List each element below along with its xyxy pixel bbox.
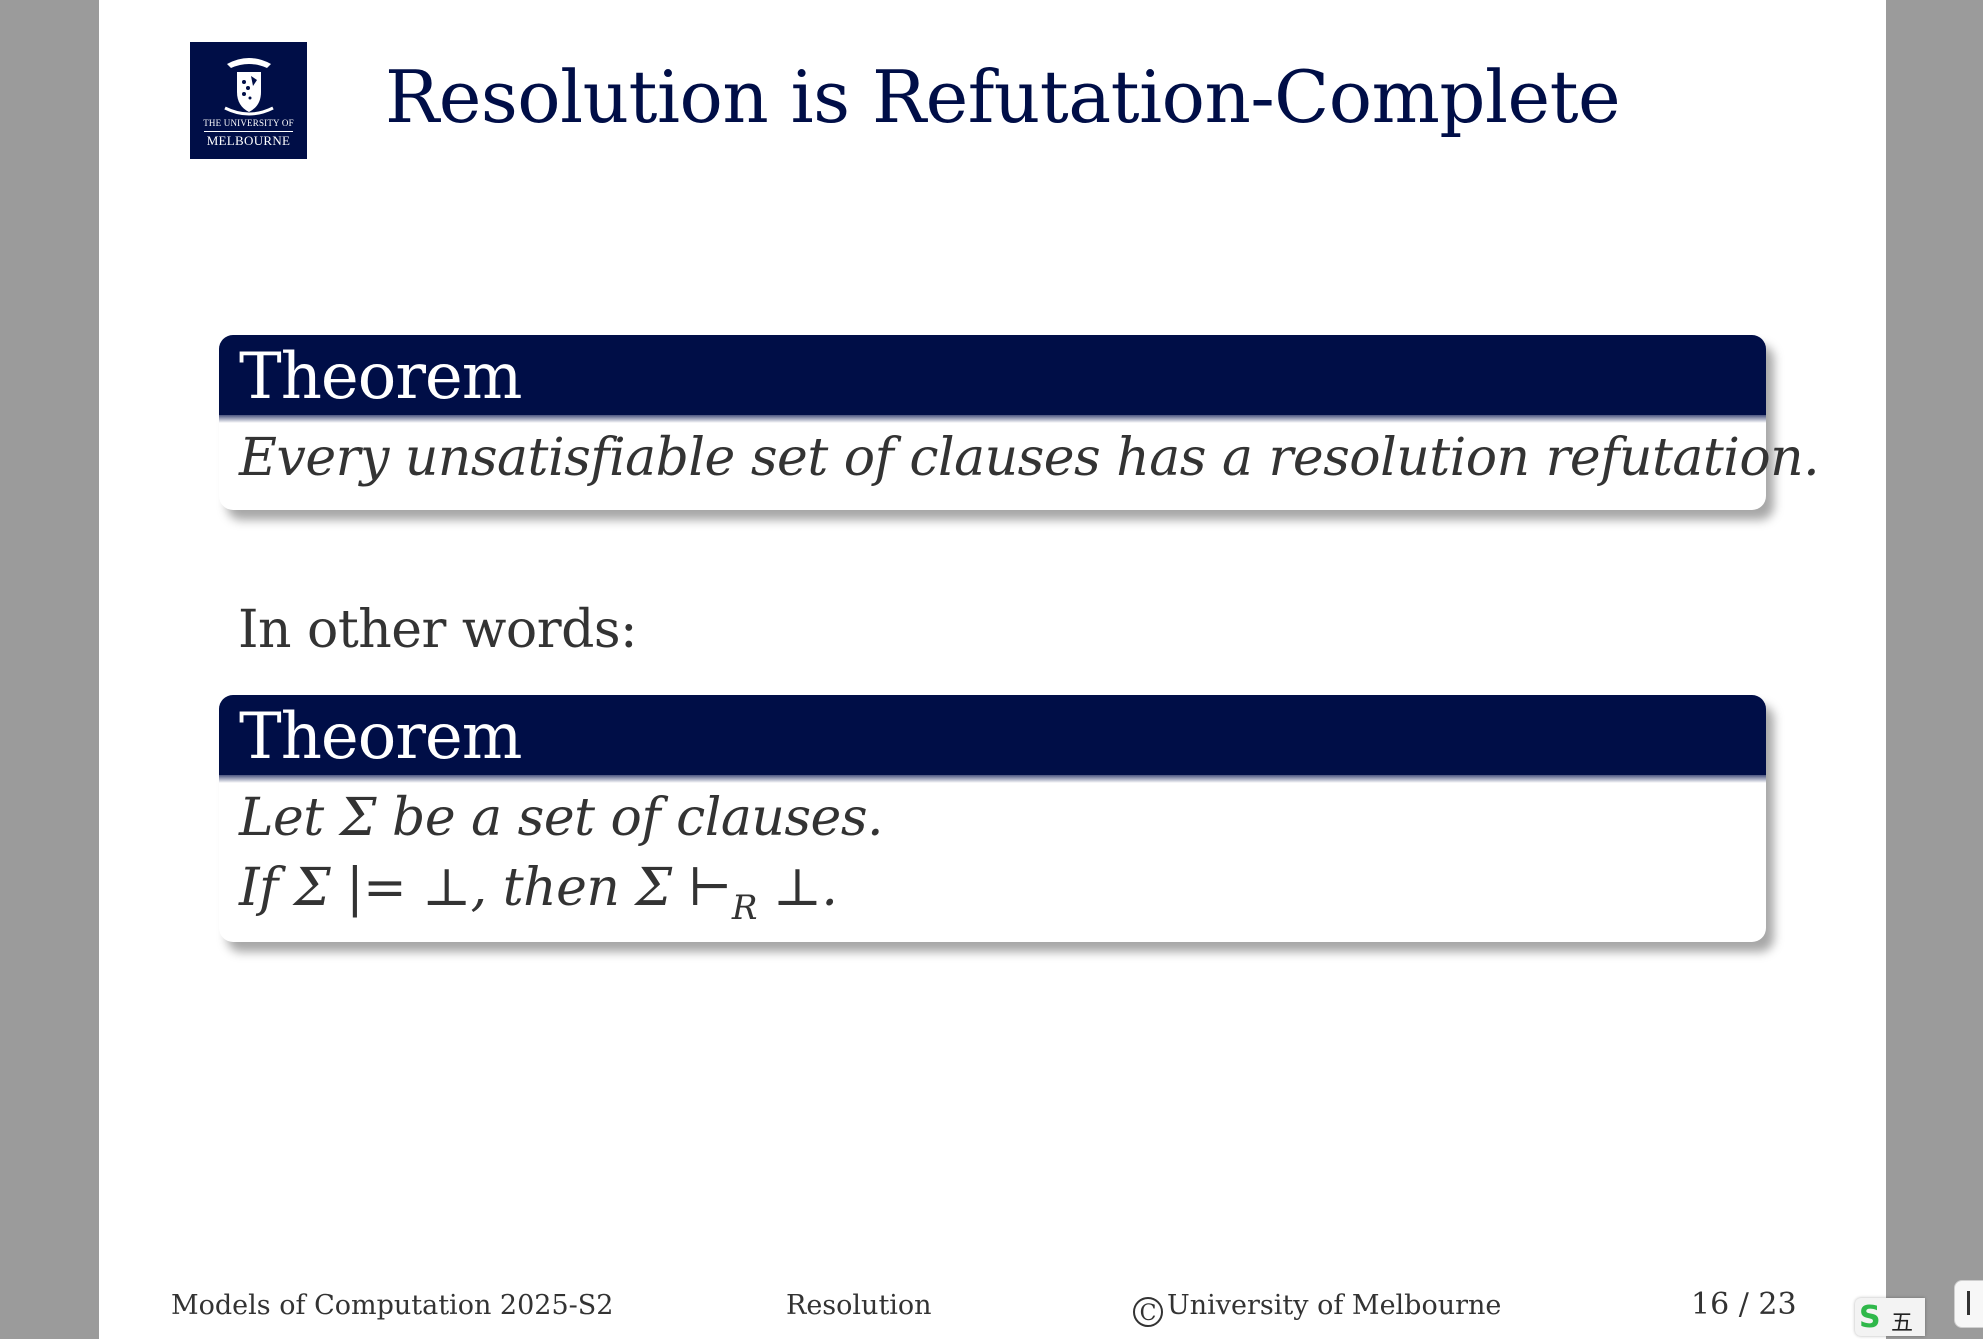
theorem-2-body: Let Σ be a set of clauses. If Σ |= ⊥, th… (219, 775, 1766, 943)
crest-icon (224, 58, 274, 116)
university-logo: THE UNIVERSITY OF MELBOURNE (190, 42, 307, 159)
slide: THE UNIVERSITY OF MELBOURNE Resolution i… (99, 0, 1886, 1339)
theorem-block-2-header: Theorem (219, 695, 1766, 783)
ime-toolbar[interactable]: S 五 (1855, 1298, 1925, 1336)
theorem-2-line-2-main: If Σ |= ⊥, then Σ ⊢ (239, 858, 732, 918)
theorem-block-2: Theorem Let Σ be a set of clauses. If Σ … (219, 695, 1766, 942)
logo-line-1: THE UNIVERSITY OF (203, 118, 294, 128)
theorem-block-1: Theorem Every unsatisfiable set of claus… (219, 335, 1820, 510)
ime-logo-icon: S (1859, 1300, 1881, 1335)
turnstile-subscript: R (731, 888, 758, 928)
theorem-1-body: Every unsatisfiable set of clauses has a… (219, 415, 1820, 493)
footer-course: Models of Computation 2025-S2 (171, 1290, 614, 1321)
theorem-block-1-header: Theorem (219, 335, 1766, 423)
theorem-2-heading: Theorem (239, 700, 522, 774)
side-panel-tab[interactable] (1954, 1280, 1983, 1328)
theorem-1-statement: Every unsatisfiable set of clauses has a… (239, 428, 1820, 488)
logo-divider (204, 131, 293, 132)
theorem-1-heading: Theorem (239, 340, 522, 414)
footer-institution: University of Melbourne (1167, 1290, 1502, 1321)
logo-line-2: MELBOURNE (206, 133, 291, 148)
footer-section: Resolution (786, 1290, 932, 1321)
page-number: 16 / 23 (1691, 1287, 1797, 1322)
transition-text: In other words: (238, 600, 638, 660)
copyright-icon: C (1133, 1297, 1163, 1327)
theorem-2-line-1: Let Σ be a set of clauses. (239, 788, 884, 848)
theorem-2-line-2: If Σ |= ⊥, then Σ ⊢R ⊥. (239, 853, 1746, 943)
footer-copyright: C University of Melbourne (1133, 1290, 1501, 1327)
theorem-2-line-2-tail: ⊥. (757, 858, 838, 918)
slide-title: Resolution is Refutation-Complete (385, 55, 1621, 139)
ime-mode-label[interactable]: 五 (1891, 1311, 1914, 1336)
grip-icon (1967, 1291, 1970, 1315)
